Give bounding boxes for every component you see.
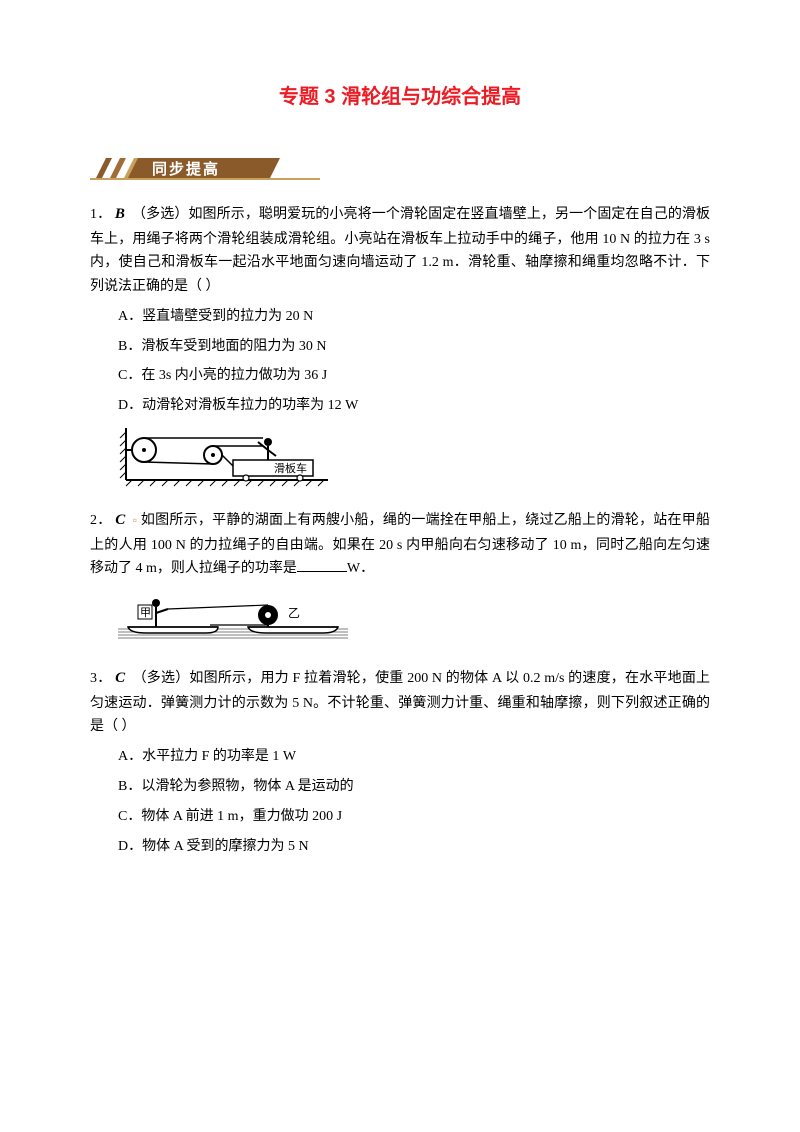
q1-option-a: A．竖直墙壁受到的拉力为 20 N [118, 305, 710, 329]
q2-stem-pre: 如图所示，平静的湖面上有两艘小船，绳的一端拴在甲船上，绕过乙船上的滑轮，站在甲船… [90, 513, 710, 576]
q1-option-c: C．在 3s 内小亮的拉力做功为 36 J [118, 364, 710, 388]
q1-tag: （多选） [132, 207, 188, 222]
page-title: 专题 3 滑轮组与功综合提高 [90, 80, 710, 114]
q2-number: 2． [90, 513, 111, 528]
q2-boat-b-label: 乙 [288, 606, 300, 620]
q3-tag: （多选） [133, 671, 190, 686]
q3-option-d: D．物体 A 受到的摩擦力为 5 N [118, 835, 710, 859]
question-3: 3． C （多选）如图所示，用力 F 拉着滑轮，使重 200 N 的物体 A 以… [90, 666, 710, 858]
marker-icon: ▫ [133, 513, 138, 527]
q2-stem-post: W． [347, 561, 374, 576]
section-banner: 同步提高 [90, 154, 710, 182]
q1-option-d: D．动滑轮对滑板车拉力的功率为 12 W [118, 394, 710, 418]
q3-number: 3． [90, 671, 111, 686]
q1-option-b: B．滑板车受到地面的阻力为 30 N [118, 335, 710, 359]
section-banner-text: 同步提高 [152, 157, 220, 183]
question-2: 2． C ▫ 如图所示，平静的湖面上有两艘小船，绳的一端拴在甲船上，绕过乙船上的… [90, 508, 710, 646]
q1-number: 1． [90, 207, 111, 222]
q2-figure: 甲 乙 [118, 591, 710, 646]
q3-option-b: B．以滑轮为参照物，物体 A 是运动的 [118, 775, 710, 799]
question-1: 1． B （多选）如图所示，聪明爱玩的小亮将一个滑轮固定在竖直墙壁上，另一个固定… [90, 202, 710, 488]
q1-letter: B [115, 206, 125, 222]
q1-figure-label: 滑板车 [274, 461, 307, 475]
q3-option-c: C．物体 A 前进 1 m，重力做功 200 J [118, 805, 710, 829]
q1-figure: 滑板车 [118, 428, 710, 488]
q2-letter: C [115, 512, 125, 528]
q3-option-a: A．水平拉力 F 的功率是 1 W [118, 745, 710, 769]
q3-letter: C [115, 670, 125, 686]
q2-blank [297, 557, 347, 572]
q2-boat-a-label: 甲 [140, 607, 151, 619]
